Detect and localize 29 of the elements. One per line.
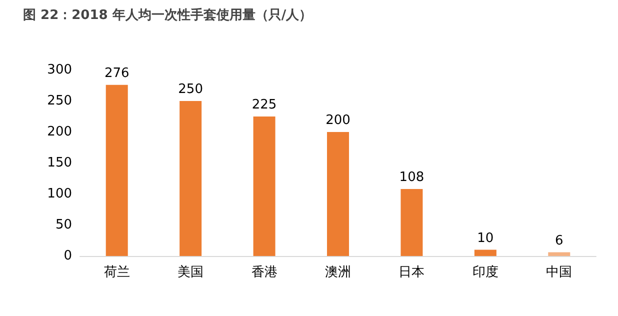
bar — [548, 252, 570, 256]
data-label: 225 — [252, 98, 277, 112]
chart-title: 图 22：2018 年人均一次性手套使用量（只/人） — [23, 7, 312, 23]
bar — [253, 116, 276, 256]
data-label: 250 — [178, 82, 203, 97]
y-tick-label: 100 — [47, 186, 72, 202]
bar — [400, 189, 423, 256]
bar — [180, 101, 202, 256]
data-label: 10 — [477, 230, 494, 246]
x-tick-label: 美国 — [178, 264, 204, 280]
y-tick-label: 50 — [55, 218, 72, 232]
bar — [327, 132, 349, 256]
y-tick-label: 300 — [47, 62, 72, 78]
data-label: 276 — [104, 66, 130, 81]
x-tick-label: 澳洲 — [325, 265, 351, 280]
data-label: 108 — [399, 170, 424, 186]
data-label: 200 — [326, 113, 350, 128]
x-tick-label: 香港 — [251, 265, 278, 280]
y-tick-label: 250 — [47, 94, 72, 108]
bar — [106, 84, 128, 256]
x-tick-label: 印度 — [472, 264, 498, 280]
x-tick-label: 中国 — [546, 265, 572, 280]
y-tick-label: 0 — [64, 248, 72, 264]
x-tick-label: 荷兰 — [104, 265, 130, 280]
y-tick-label: 200 — [47, 124, 72, 140]
data-label: 6 — [555, 233, 564, 248]
y-tick-label: 150 — [47, 156, 72, 170]
bar — [474, 250, 496, 256]
x-tick-label: 日本 — [398, 265, 425, 280]
